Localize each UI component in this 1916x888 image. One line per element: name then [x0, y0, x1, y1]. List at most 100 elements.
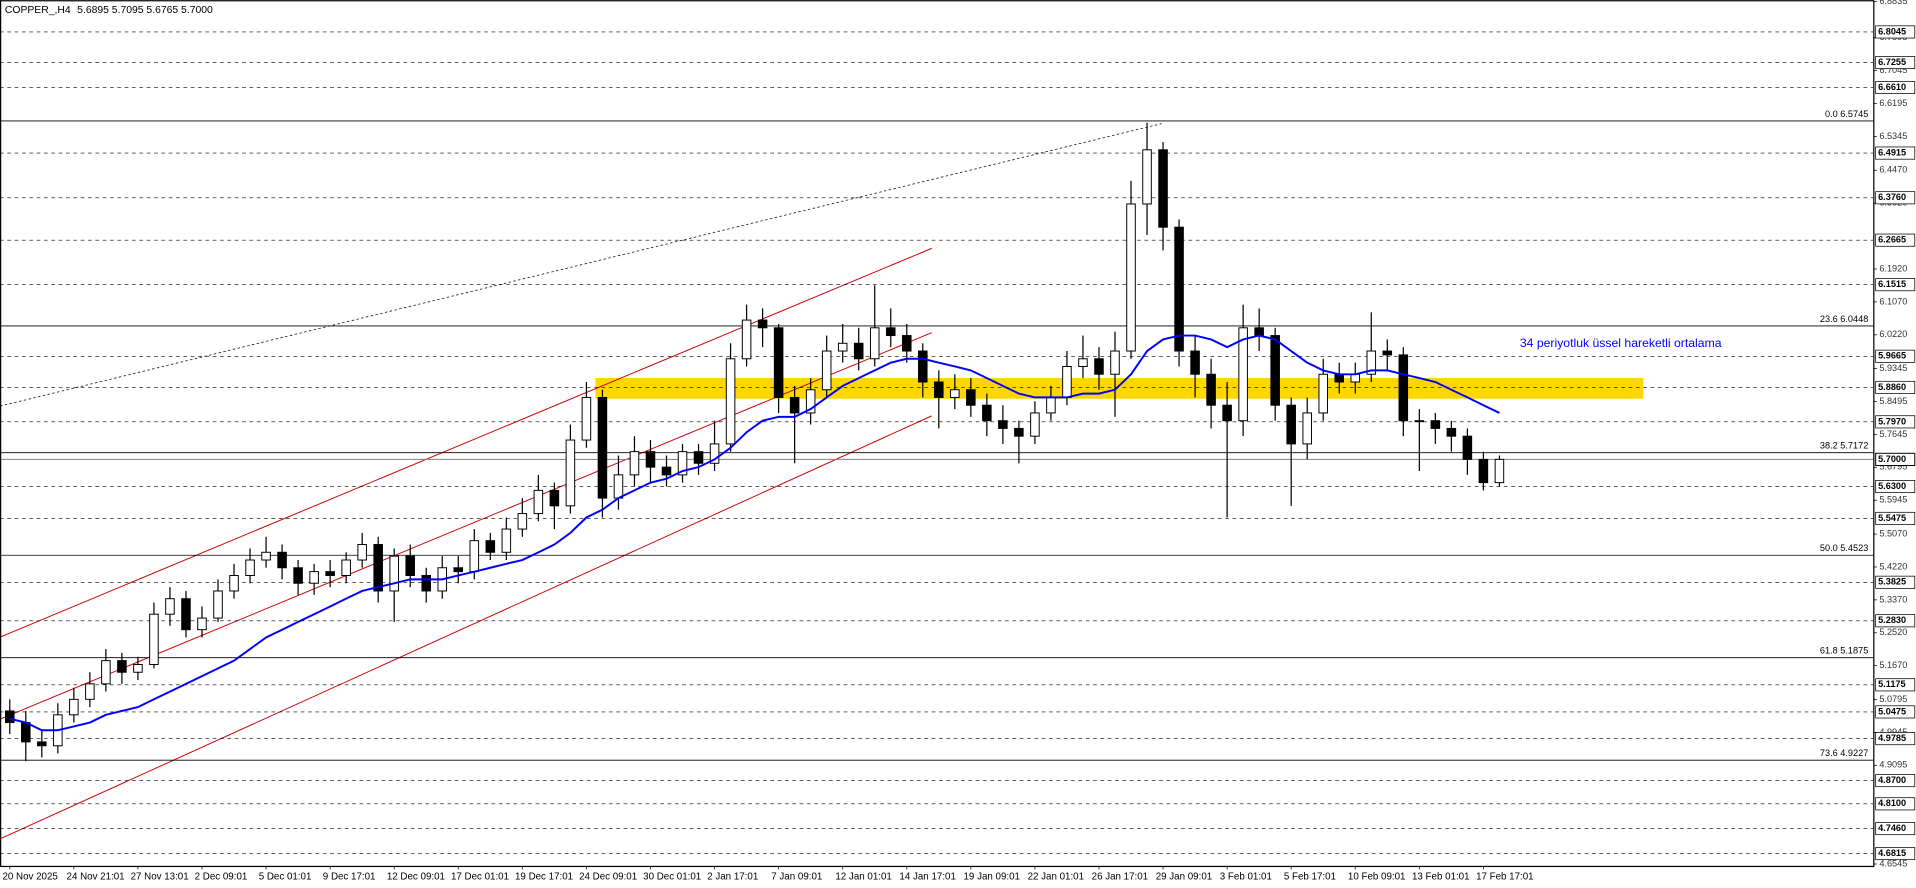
level-label-box [1875, 56, 1916, 70]
candle-body [950, 389, 960, 398]
last-price-box [1875, 452, 1916, 466]
y-tick-label: 6.5345 [1879, 131, 1907, 141]
level-label: 6.8045 [1878, 26, 1906, 36]
candle-body [693, 451, 704, 464]
level-label-box [1875, 732, 1916, 746]
candle-body [1414, 420, 1425, 423]
y-tick-label: 5.8495 [1879, 396, 1907, 406]
x-tick-label: 5 Dec 01:01 [259, 871, 312, 882]
candle-body [277, 551, 287, 569]
candle-body [421, 575, 432, 592]
fib-label: 50.0 5.4523 [1820, 544, 1868, 554]
channel-upper [0, 247, 932, 638]
candle-body [309, 571, 319, 584]
candle-body [1350, 373, 1361, 383]
candle-body [293, 567, 303, 584]
level-label-box [1875, 81, 1916, 94]
candle-body [37, 741, 47, 747]
y-tick-label: 5.5945 [1879, 495, 1907, 505]
level-label-box [1875, 278, 1916, 292]
x-tick-label: 14 Jan 17:01 [899, 871, 955, 882]
candle-body [85, 683, 95, 700]
channel-lower [0, 415, 932, 840]
candle-body [1030, 412, 1040, 437]
level-label: 5.2830 [1878, 615, 1906, 625]
fib-price: 5.4523 [1840, 544, 1868, 554]
last-price-label: 5.7000 [1878, 454, 1906, 464]
x-tick-label: 30 Dec 01:01 [643, 871, 701, 882]
candle-body [581, 396, 592, 441]
candle-body [261, 551, 271, 561]
candle-body [613, 474, 624, 499]
candle-body [1142, 149, 1152, 205]
level-label-box [1875, 380, 1916, 394]
level-label-box [1875, 480, 1916, 493]
y-tick-label: 5.6795 [1879, 462, 1907, 472]
candle-body [373, 544, 383, 592]
candle-body [1110, 350, 1120, 375]
x-tick-label: 3 Feb 01:01 [1220, 871, 1272, 882]
candle-body [1254, 327, 1264, 337]
ohlc-low: 5.6765 [146, 5, 178, 16]
x-tick-label: 24 Nov 21:01 [67, 871, 125, 882]
candle-body [1014, 427, 1024, 437]
candle-body [501, 528, 512, 553]
candle-body [1062, 366, 1072, 398]
candle-body [149, 613, 159, 665]
y-tick-label: 4.9095 [1879, 760, 1907, 770]
candle-body [341, 559, 351, 576]
candle-body [389, 555, 399, 592]
ohlc-high: 5.7095 [112, 5, 144, 16]
trend-line [0, 123, 1162, 407]
level-label: 4.7460 [1878, 823, 1906, 833]
plot-layer: 0.0 6.5745 23.6 6.0448 38.2 5.7172 50.0 5.4… [0, 1, 1877, 870]
candle-body [645, 451, 656, 468]
plot-border [0, 0, 1875, 868]
candle-body [629, 451, 640, 476]
candle-body [565, 439, 576, 507]
candle-body [245, 559, 255, 576]
candle-body [133, 664, 143, 673]
candle-body [101, 660, 111, 685]
x-tick-label: 9 Dec 17:01 [323, 871, 376, 882]
y-tick-label: 5.5070 [1879, 529, 1907, 539]
candle-body [1494, 458, 1505, 484]
y-tick-label: 6.8835 [1879, 0, 1907, 6]
level-label: 6.1515 [1878, 279, 1906, 289]
symbol: COPPER_,H4 [5, 5, 71, 16]
level-label: 5.3825 [1878, 577, 1906, 587]
ema-line [9, 334, 1500, 732]
fib-ratio: 50.0 [1820, 544, 1838, 554]
candle-body [982, 404, 992, 422]
candle-body [117, 660, 127, 673]
level-label: 5.8860 [1878, 382, 1906, 392]
fib-ratio: 73.6 [1820, 749, 1838, 759]
candle-body [918, 350, 928, 383]
x-tick-label: 2 Jan 17:01 [707, 871, 758, 882]
x-tick-label: 2 Dec 09:01 [195, 871, 248, 882]
candle-body [1126, 203, 1136, 352]
candle-body [773, 327, 784, 398]
y-tick-label: 5.9345 [1879, 363, 1907, 373]
candle-body [725, 358, 736, 445]
level-label-box [1875, 415, 1916, 429]
candle-body [885, 327, 896, 337]
candle-body [1078, 358, 1088, 368]
candle-body [934, 381, 944, 398]
y-tick-label: 5.7645 [1879, 429, 1907, 439]
candle-body [1366, 350, 1377, 375]
y-tick-label: 5.3370 [1879, 594, 1907, 604]
candle-body [165, 598, 175, 615]
fib-label: 73.6 4.9227 [1820, 749, 1868, 759]
candle-body [869, 327, 880, 360]
candle-body [789, 396, 800, 414]
level-label: 6.3760 [1878, 192, 1906, 202]
level-label: 4.9785 [1878, 733, 1906, 743]
level-label: 6.7255 [1878, 57, 1906, 67]
candle-body [677, 451, 688, 476]
candle-body [1190, 350, 1200, 375]
x-tick-label: 12 Dec 09:01 [387, 871, 445, 882]
x-tick-label: 29 Jan 09:01 [1156, 871, 1212, 882]
candle-body [1462, 435, 1473, 460]
